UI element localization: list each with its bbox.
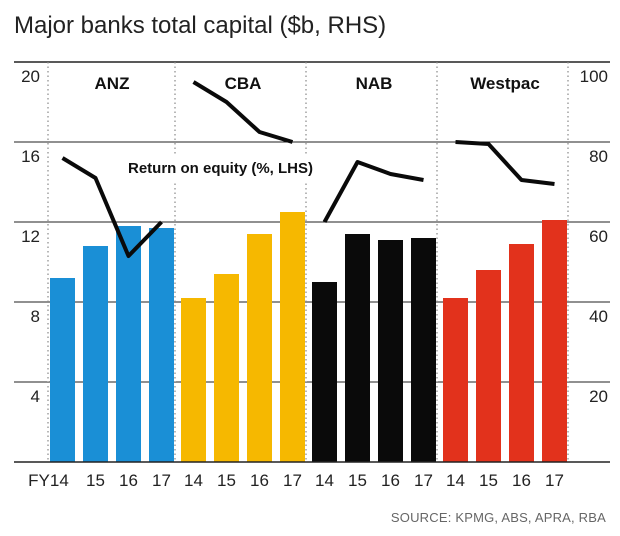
right-tick-label: 100 <box>580 67 608 86</box>
chart-title: Major banks total capital ($b, RHS) <box>14 12 387 39</box>
x-axis-ticks: FY14 15 16 17 14 15 16 17 14 15 16 17 14 15 16 17 <box>28 471 564 490</box>
right-axis-ticks: 20 40 60 80 100 <box>580 67 608 406</box>
x-tick-label: 17 <box>545 471 564 490</box>
source-note: SOURCE: KPMG, ABS, APRA, RBA <box>390 510 606 525</box>
bank-separators <box>47 62 569 462</box>
right-tick-label: 80 <box>589 147 608 166</box>
capital-bar-nab <box>312 282 337 462</box>
x-tick-label: 16 <box>381 471 400 490</box>
capital-bar-anz <box>50 278 75 462</box>
capital-bars <box>50 212 567 462</box>
x-tick-label: 14 <box>184 471 203 490</box>
bank-label: ANZ <box>95 74 130 93</box>
roe-line-anz <box>61 156 163 258</box>
roe-line-cba <box>192 80 294 144</box>
x-tick-label: 14 <box>315 471 334 490</box>
right-tick-label: 60 <box>589 227 608 246</box>
capital-bar-nab <box>378 240 403 462</box>
capital-bar-cba <box>181 298 206 462</box>
roe-line-nab <box>322 160 424 223</box>
capital-bar-nab <box>411 238 436 462</box>
x-tick-label: 15 <box>348 471 367 490</box>
x-tick-label: FY14 <box>28 471 69 490</box>
bank-labels: ANZ CBA NAB Westpac <box>95 74 540 93</box>
capital-bar-anz <box>149 228 174 462</box>
roe-label-pointer <box>95 160 126 174</box>
capital-bar-westpac <box>443 298 468 462</box>
bank-label: Westpac <box>470 74 540 93</box>
x-tick-label: 16 <box>119 471 138 490</box>
x-tick-label: 15 <box>217 471 236 490</box>
capital-bar-nab <box>345 234 370 462</box>
left-tick-label: 12 <box>21 227 40 246</box>
left-tick-label: 20 <box>21 67 40 86</box>
x-tick-label: 14 <box>446 471 465 490</box>
roe-label: Return on equity (%, LHS) <box>128 160 313 177</box>
capital-bar-anz <box>83 246 108 462</box>
left-tick-label: 8 <box>31 307 40 326</box>
bank-label: NAB <box>356 74 393 93</box>
x-tick-label: 17 <box>152 471 171 490</box>
bank-label: CBA <box>225 74 262 93</box>
capital-bar-cba <box>280 212 305 462</box>
roe-line-westpac <box>455 140 555 186</box>
capital-bar-westpac <box>542 220 567 462</box>
right-tick-label: 40 <box>589 307 608 326</box>
x-tick-label: 17 <box>283 471 302 490</box>
x-tick-label: 16 <box>250 471 269 490</box>
x-tick-label: 15 <box>479 471 498 490</box>
x-tick-label: 15 <box>86 471 105 490</box>
left-axis-ticks: 4 8 12 16 20 <box>21 67 40 406</box>
right-tick-label: 20 <box>589 387 608 406</box>
x-tick-label: 17 <box>414 471 433 490</box>
capital-bar-westpac <box>509 244 534 462</box>
left-tick-label: 16 <box>21 147 40 166</box>
roe-label-box <box>120 154 335 181</box>
capital-bar-anz <box>116 226 141 462</box>
roe-lines <box>61 80 555 258</box>
capital-bar-westpac <box>476 270 501 462</box>
capital-bar-cba <box>247 234 272 462</box>
capital-bar-cba <box>214 274 239 462</box>
roe-annotation: Return on equity (%, LHS) <box>95 154 335 181</box>
x-tick-label: 16 <box>512 471 531 490</box>
left-tick-label: 4 <box>31 387 40 406</box>
